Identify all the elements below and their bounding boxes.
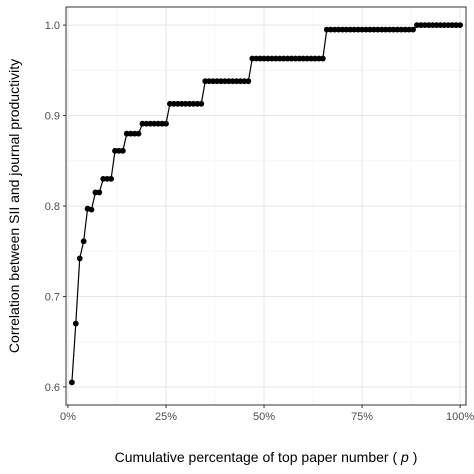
y-tick-label: 0.8 <box>45 201 60 213</box>
x-tick-label: 100% <box>446 411 474 423</box>
major-gridlines <box>66 7 466 405</box>
data-point <box>108 175 114 182</box>
data-point <box>457 22 464 28</box>
y-axis-ticks: 0.6 0.7 0.8 0.9 1.0 <box>45 20 66 394</box>
data-point <box>319 55 326 62</box>
data-point <box>80 238 87 245</box>
x-axis-title-text: Cumulative percentage of top paper numbe… <box>115 449 401 465</box>
data-point <box>119 147 126 154</box>
y-tick-label: 0.6 <box>45 382 60 394</box>
data-point <box>410 26 416 33</box>
x-tick-label: 0% <box>60 411 76 423</box>
x-axis-ticks: 0% 25% 50% 75% 100% <box>60 405 474 423</box>
data-point <box>96 189 103 196</box>
y-tick-label: 1.0 <box>45 20 60 32</box>
x-tick-label: 25% <box>155 411 177 423</box>
data-point <box>198 100 205 107</box>
y-tick-label: 0.9 <box>45 111 60 123</box>
data-point <box>68 379 75 386</box>
data-point <box>245 78 252 85</box>
x-axis-title-variable: p <box>400 449 409 465</box>
data-point <box>72 320 79 327</box>
y-axis-title: Correlation between SII and journal prod… <box>6 59 22 353</box>
data-point <box>163 120 169 127</box>
x-tick-label: 50% <box>253 411 275 423</box>
data-point <box>76 255 83 262</box>
x-axis-title: Cumulative percentage of top paper numbe… <box>115 449 418 465</box>
y-tick-label: 0.7 <box>45 291 60 303</box>
data-point <box>135 130 142 137</box>
x-tick-label: 75% <box>351 411 373 423</box>
series-layer <box>68 22 464 386</box>
x-axis-title-close: ) <box>409 449 418 465</box>
data-point <box>88 206 95 213</box>
